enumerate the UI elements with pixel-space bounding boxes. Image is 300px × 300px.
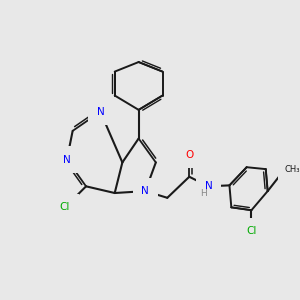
Text: CH₃: CH₃ bbox=[285, 165, 300, 174]
Text: N: N bbox=[63, 154, 71, 165]
Text: N: N bbox=[141, 186, 149, 196]
Text: Cl: Cl bbox=[246, 226, 256, 236]
Text: N: N bbox=[205, 181, 212, 191]
Text: Cl: Cl bbox=[60, 202, 70, 212]
Text: N: N bbox=[97, 107, 104, 117]
Text: H: H bbox=[200, 190, 207, 199]
Text: O: O bbox=[185, 150, 194, 160]
